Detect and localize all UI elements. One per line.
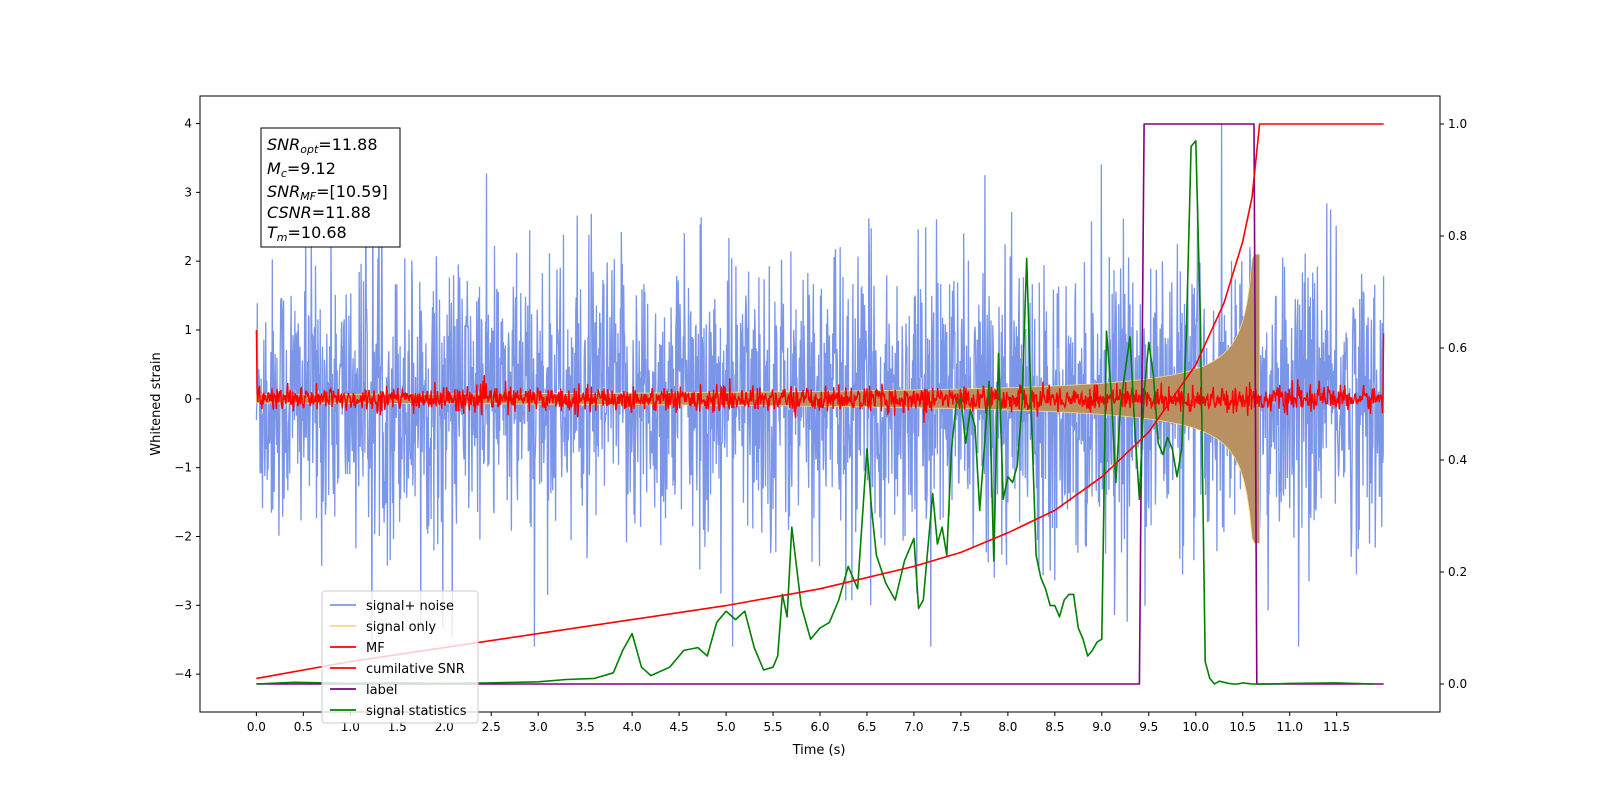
x-tick-label: 2.5: [482, 720, 501, 734]
y2-tick-label: 0.6: [1448, 341, 1467, 355]
x-tick-label: 9.0: [1092, 720, 1111, 734]
x-tick-label: 0.0: [247, 720, 266, 734]
x-tick-label: 11.5: [1323, 720, 1350, 734]
x-tick-label: 6.0: [810, 720, 829, 734]
line-signal-statistics: [256, 140, 1375, 685]
svg-text:CSNR=11.88: CSNR=11.88: [267, 203, 371, 222]
series-signal-noise: [255, 123, 1385, 647]
csnr-value: =11.88: [312, 203, 371, 222]
legend-label: signal only: [366, 620, 436, 635]
y-tick-label: −4: [174, 667, 192, 681]
info-box: SNRopt=11.88 Mc=9.12 SNRMF=[10.59] CSNR=…: [260, 127, 401, 248]
line-cumulative-snr: [256, 123, 1384, 680]
snr-opt-sub: opt: [300, 143, 319, 156]
right-axis-series: [256, 123, 1384, 685]
x-axis-label: Time (s): [792, 743, 846, 758]
x-tick-label: 9.5: [1139, 720, 1158, 734]
svg-text:Tm=10.68: Tm=10.68: [267, 223, 347, 244]
y2-tick-label: 0.2: [1448, 565, 1467, 579]
snr-opt-base: SNR: [267, 135, 300, 154]
legend-label: signal+ noise: [366, 599, 454, 614]
tm-value: =10.68: [288, 223, 347, 242]
series-mf: [255, 329, 1385, 423]
legend-label: MF: [366, 641, 385, 656]
x-tick-label: 8.0: [998, 720, 1017, 734]
x-tick-label: 10.0: [1182, 720, 1209, 734]
y-tick-label: −3: [174, 598, 192, 612]
legend-frame: [321, 590, 479, 724]
y2-tick-label: 0.0: [1448, 677, 1467, 691]
svg-text:SNRopt=11.88: SNRopt=11.88: [267, 135, 378, 156]
csnr-base: CSNR: [267, 203, 312, 222]
info-box-frame: [260, 127, 401, 248]
y2-tick-label: 0.4: [1448, 453, 1467, 467]
x-tick-label: 3.0: [529, 720, 548, 734]
mc-value: =9.12: [287, 159, 336, 178]
y-tick-label: 4: [184, 117, 192, 131]
snr-mf-sub: MF: [300, 190, 316, 203]
legend-label: cumilative SNR: [366, 662, 465, 677]
y-tick-label: −2: [174, 529, 192, 543]
mc-base: M: [267, 159, 281, 178]
x-tick-label: 6.5: [857, 720, 876, 734]
y-axis: 4 3 2 1 0 −1 −2 −3 −4: [174, 117, 200, 681]
y-tick-label: 0: [184, 392, 192, 406]
x-tick-label: 7.5: [951, 720, 970, 734]
x-tick-label: 8.5: [1045, 720, 1064, 734]
y2-tick-label: 0.8: [1448, 229, 1467, 243]
x-tick-label: 5.5: [763, 720, 782, 734]
y-axis-label: Whitened strain: [149, 352, 164, 455]
x-tick-label: 4.5: [670, 720, 689, 734]
x-tick-label: 7.0: [904, 720, 923, 734]
legend-label: signal statistics: [366, 704, 467, 719]
x-tick-label: 3.5: [576, 720, 595, 734]
x-tick-label: 10.5: [1229, 720, 1256, 734]
x-tick-label: 0.5: [294, 720, 313, 734]
x-tick-label: 11.0: [1276, 720, 1303, 734]
y-tick-label: 3: [184, 185, 192, 199]
x-tick-label: 5.0: [717, 720, 736, 734]
tm-base: T: [267, 223, 278, 242]
snr-opt-value: =11.88: [318, 135, 377, 154]
x-tick-label: 4.0: [623, 720, 642, 734]
legend-label: label: [366, 683, 397, 698]
y2-axis: 0.0 0.2 0.4 0.6 0.8 1.0: [1440, 117, 1467, 691]
line-mf: [255, 329, 1385, 423]
legend: signal+ noise signal only MF cumilative SNR…: [321, 590, 479, 724]
line-signal-noise: [255, 123, 1385, 647]
mc-sub: c: [281, 167, 287, 180]
tm-sub: m: [277, 231, 288, 244]
y-tick-label: −1: [174, 461, 192, 475]
svg-text:Mc=9.12: Mc=9.12: [267, 159, 336, 180]
svg-text:SNRMF=[10.59]: SNRMF=[10.59]: [267, 182, 388, 203]
snr-mf-value: =[10.59]: [316, 182, 388, 201]
y-tick-label: 2: [184, 254, 192, 268]
y2-tick-label: 1.0: [1448, 117, 1467, 131]
snr-mf-base: SNR: [267, 182, 300, 201]
y-tick-label: 1: [184, 323, 192, 337]
